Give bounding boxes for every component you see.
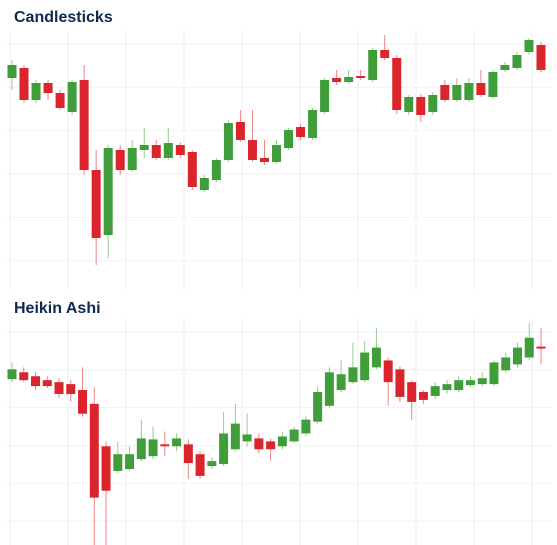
- candle-body: [175, 145, 185, 155]
- candle-body: [348, 367, 358, 383]
- candle-body: [43, 83, 53, 93]
- candle-body: [89, 403, 99, 498]
- candle-body: [42, 380, 52, 387]
- candle-body: [524, 337, 534, 358]
- candle-body: [266, 441, 276, 450]
- candle-body: [277, 436, 287, 447]
- candle-body: [344, 77, 354, 82]
- candle-body: [428, 95, 438, 112]
- candle-body: [368, 50, 378, 80]
- candle-body: [19, 372, 29, 381]
- candle-body: [383, 360, 393, 383]
- candle-body: [477, 378, 487, 385]
- candle-body: [54, 382, 64, 394]
- candle-body: [476, 83, 486, 95]
- candle-body: [465, 380, 475, 386]
- candle-body: [320, 80, 330, 112]
- candle-body: [440, 85, 450, 100]
- candle-body: [101, 446, 111, 491]
- candle-body: [407, 382, 417, 402]
- candle-body: [392, 58, 402, 110]
- candle-body: [324, 372, 334, 406]
- candle-body: [19, 68, 29, 100]
- candle-body: [536, 346, 546, 349]
- candle-body: [259, 158, 269, 162]
- candle-body: [211, 160, 221, 180]
- candle-body: [356, 76, 366, 78]
- candle-body: [199, 178, 209, 190]
- candle-body: [454, 380, 464, 391]
- candle-body: [113, 454, 123, 471]
- candle-body: [125, 454, 135, 470]
- candle-body: [55, 93, 65, 108]
- candle-body: [418, 392, 428, 400]
- candle-body: [115, 150, 125, 170]
- candle-body: [488, 72, 498, 97]
- candle-body: [536, 45, 546, 70]
- candle-body: [103, 148, 113, 235]
- candle-body: [151, 145, 161, 158]
- candle-body: [7, 65, 17, 78]
- candle-body: [500, 65, 510, 70]
- candle-body: [272, 145, 281, 162]
- candle-body: [78, 390, 88, 414]
- candle-body: [380, 50, 390, 58]
- candle-body: [416, 97, 426, 115]
- candle-body: [235, 122, 245, 140]
- candle-body: [66, 384, 76, 394]
- candle-body: [187, 152, 197, 187]
- candle-body: [183, 444, 193, 464]
- candle-body: [313, 392, 323, 422]
- candle-body: [524, 40, 534, 52]
- candle-body: [172, 438, 182, 447]
- candle-body: [230, 423, 240, 450]
- candle-body: [289, 429, 299, 442]
- candle-body: [223, 123, 233, 160]
- candle-body: [91, 170, 101, 238]
- candle-body: [242, 434, 252, 442]
- candle-body: [31, 376, 41, 387]
- candle-body: [79, 80, 89, 170]
- candle-body: [7, 369, 17, 380]
- candle-body: [301, 419, 311, 434]
- candle-body: [452, 85, 462, 100]
- candle-body: [442, 384, 452, 391]
- candle-body: [464, 83, 474, 100]
- candle-body: [160, 444, 170, 447]
- candle-body: [336, 374, 346, 391]
- candle-body: [395, 369, 405, 397]
- candle-body: [308, 110, 318, 138]
- candle-body: [360, 352, 370, 381]
- candle-body: [195, 454, 205, 476]
- candle-body: [284, 130, 294, 148]
- candle-body: [247, 140, 257, 160]
- candle-body: [127, 148, 137, 170]
- candle-body: [148, 439, 158, 457]
- chart-title: Heikin Ashi: [14, 300, 101, 317]
- candle-body: [207, 461, 217, 467]
- candle-body: [512, 347, 522, 365]
- candle-body: [371, 347, 381, 368]
- candle-body: [296, 127, 306, 137]
- candle-body: [254, 438, 264, 450]
- candle-body: [512, 55, 522, 68]
- candle-body: [489, 362, 499, 385]
- candle-body: [31, 83, 41, 100]
- candle-body: [501, 357, 511, 371]
- candle-body: [67, 82, 77, 112]
- candle-body: [430, 386, 440, 396]
- candle-body: [139, 145, 149, 150]
- candle-body: [332, 78, 342, 82]
- candle-body: [163, 143, 173, 158]
- chart-title: Candlesticks: [14, 9, 113, 26]
- candle-body: [136, 438, 146, 460]
- candle-body: [219, 433, 229, 465]
- candle-body: [404, 97, 414, 112]
